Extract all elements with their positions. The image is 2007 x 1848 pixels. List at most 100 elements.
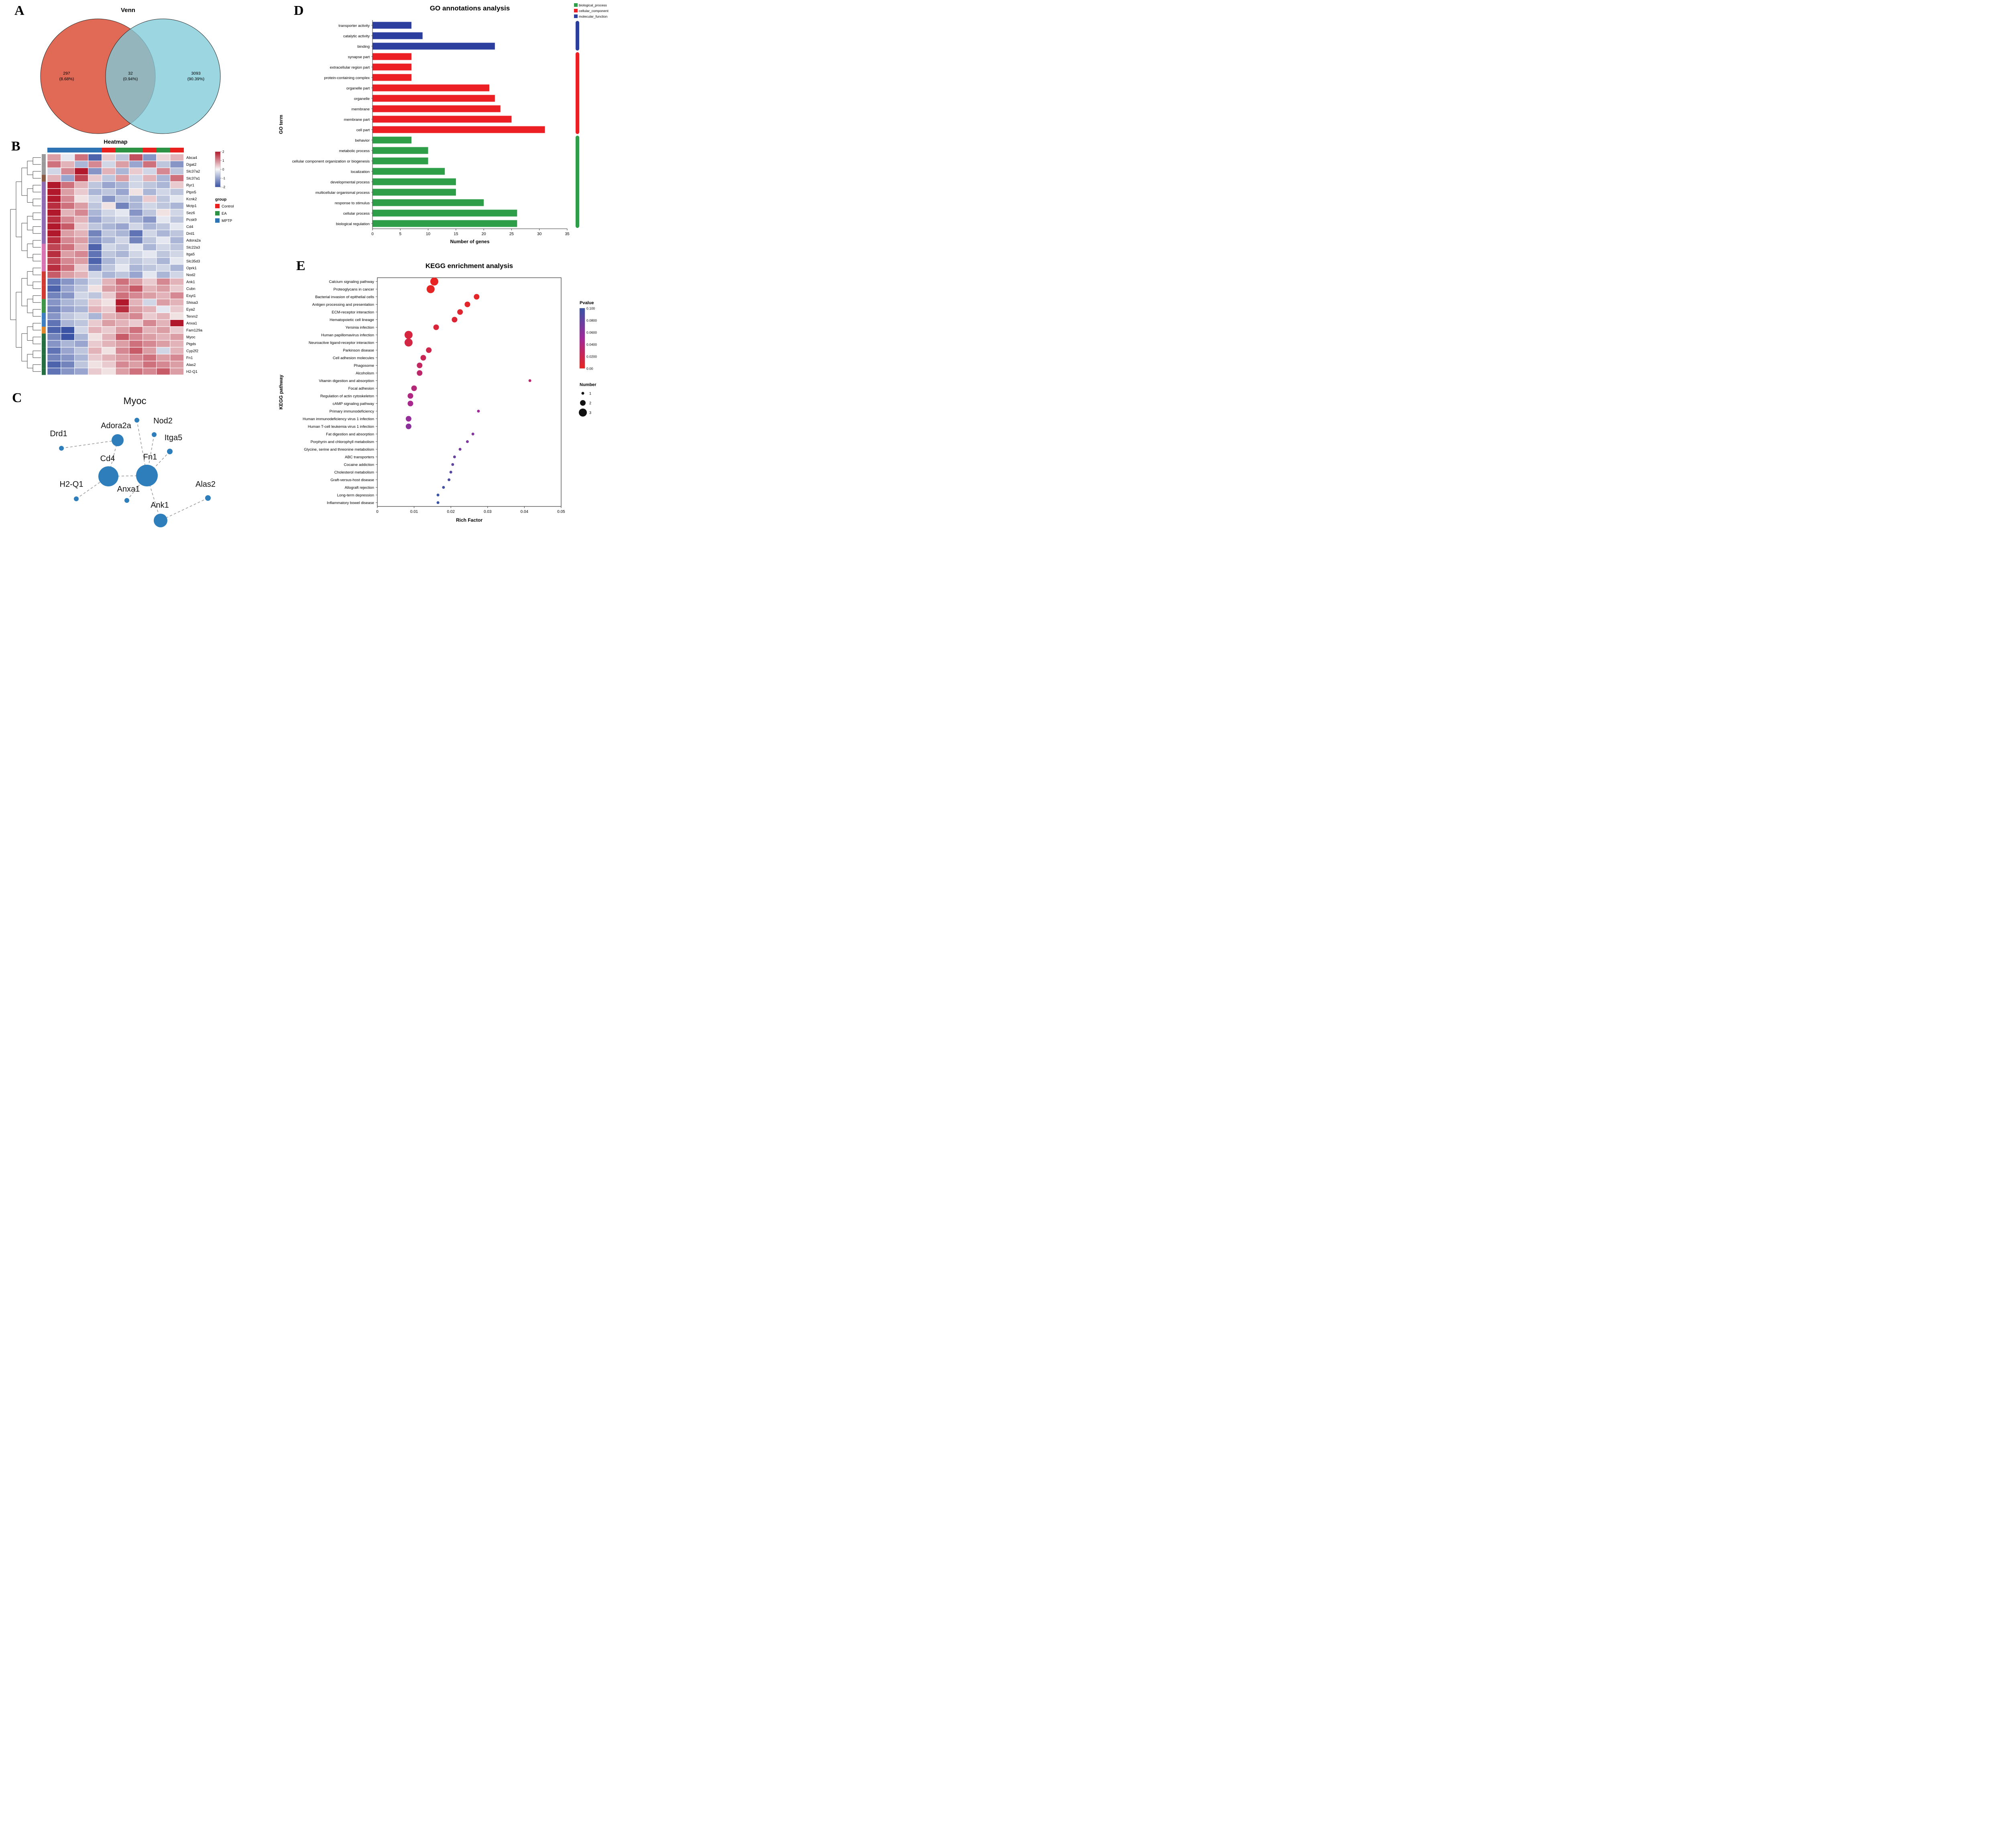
- kegg-x-tick: 0: [376, 510, 379, 514]
- gene-label: Sez6: [186, 211, 195, 215]
- kegg-pathway-label: Human T-cell leukemia virus 1 infection: [308, 425, 374, 429]
- go-bar: [372, 209, 517, 217]
- kegg-pathway-label: Fat digestion and absorption: [326, 432, 374, 437]
- kegg-point: [453, 455, 456, 458]
- kegg-x-tick: 0.02: [447, 510, 455, 514]
- go-bar: [372, 53, 411, 60]
- network-node-label: H2-Q1: [60, 480, 83, 489]
- kegg-point: [448, 478, 451, 481]
- kegg-number-legend: Number 1 2 3: [579, 382, 596, 417]
- go-bar: [372, 178, 456, 185]
- go-bar: [372, 22, 411, 29]
- group-legend-label: EA: [222, 211, 227, 216]
- kegg-point: [451, 463, 454, 466]
- go-x-label: Number of genes: [450, 239, 489, 244]
- kegg-pathway-label: Neuroactive ligand-receptor interaction: [309, 341, 374, 345]
- kegg-point: [471, 433, 474, 435]
- kegg-x-axis: 0 0.01 0.02 0.03 0.04 0.05: [376, 506, 565, 514]
- pvalue-tick-label: 0.0800: [586, 319, 597, 323]
- panel-c-network: C Myoc Nod2 Adora2a Drd1 Itga5 Cd4 Fn1 H2-Q1 Anx…: [2, 387, 235, 541]
- heatmap-gene-labels: Abca4 Dgat2 Slc37a2 Slc37a1 Ryr1 Ptpn5 Kcnk2 Mc…: [186, 156, 203, 374]
- gene-label: Alas2: [186, 363, 196, 367]
- kegg-point: [457, 309, 463, 315]
- network-node-label: Ank1: [151, 501, 169, 510]
- go-bar: [372, 95, 495, 102]
- kegg-point: [477, 410, 480, 413]
- go-x-tick: 15: [454, 232, 458, 236]
- gene-label: Ryr1: [186, 183, 194, 188]
- venn-circles: 297(8.68%) 32(0.94%) 3093(90.39%): [40, 18, 221, 134]
- number-legend-title: Number: [580, 382, 596, 387]
- network-node-label: Anxa1: [117, 485, 140, 494]
- kegg-x-tick: 0.05: [557, 510, 565, 514]
- group-legend-label: Control: [222, 204, 234, 209]
- network-node-cd4: [98, 466, 118, 486]
- go-bar: [372, 220, 517, 227]
- network-node-label: Cd4: [100, 454, 115, 463]
- gene-label: Fn1: [186, 356, 193, 360]
- kegg-pathway-label: Regulation of actin cytoskeleton: [320, 394, 374, 398]
- go-bar: [372, 74, 411, 81]
- gene-network-diagram: Myoc Nod2 Adora2a Drd1 Itga5 Cd4 Fn1 H2-Q1 Anxa1…: [50, 396, 216, 527]
- gene-label: Itga5: [186, 252, 195, 257]
- gene-label: Slc37a2: [186, 169, 200, 174]
- gene-label: Mctp1: [186, 204, 197, 208]
- go-legend-label: biological_process: [579, 3, 607, 7]
- go-bar: [372, 168, 445, 175]
- venn-count: 3093: [191, 71, 201, 76]
- number-legend-label: 3: [589, 411, 591, 415]
- kegg-plot-border: [377, 277, 562, 507]
- gene-label: Slc35d3: [186, 259, 200, 264]
- heatmap-column-group-bar: [47, 148, 184, 152]
- kegg-point: [404, 338, 413, 347]
- gene-label: Eya2: [186, 307, 195, 312]
- kegg-pathway-label: ABC transporters: [345, 455, 374, 459]
- go-x-tick: 0: [371, 232, 374, 236]
- kegg-y-label: KEGG pathway: [278, 374, 284, 409]
- kegg-point: [464, 301, 470, 307]
- kegg-pathway-label: Proteoglycans in cancer: [334, 287, 374, 292]
- gene-label: Cubn: [186, 287, 195, 291]
- panel-label-a: A: [14, 3, 24, 18]
- go-term-label: extracellular region part: [330, 65, 370, 70]
- go-legend: biological_process cellular_componentmole…: [574, 3, 609, 18]
- go-bar: [372, 147, 428, 154]
- network-nodes: Myoc Nod2 Adora2a Drd1 Itga5 Cd4 Fn1 H2-Q1 Anxa1…: [50, 396, 216, 527]
- scale-tick-label: 2: [222, 150, 224, 154]
- kegg-pathway-label: Calcium signaling pathway: [329, 280, 375, 284]
- kegg-point: [452, 317, 458, 323]
- go-term-label: cell part: [356, 128, 370, 132]
- gene-label: Adora2a: [186, 238, 201, 243]
- gene-label: Cd4: [186, 225, 193, 229]
- gene-label: Dgat2: [186, 163, 196, 167]
- go-x-tick: 5: [399, 232, 402, 236]
- go-bar: [372, 105, 501, 112]
- kegg-point: [474, 294, 480, 300]
- kegg-pathway-label: Porphyrin and chlorophyll metabolism: [311, 440, 374, 444]
- scale-tick-label: 1: [222, 159, 224, 163]
- kegg-point: [436, 501, 440, 504]
- go-bar: [372, 84, 489, 91]
- scale-tick-label: -1: [222, 177, 226, 180]
- gene-label: Fam129a: [186, 328, 203, 333]
- go-term-label: organelle: [354, 97, 370, 101]
- gene-label: Ptpn5: [186, 190, 196, 195]
- pvalue-tick-label: 0.0400: [586, 343, 597, 347]
- go-bar: [372, 43, 495, 50]
- go-axes: 0 5 10 15 20 25 30 35: [371, 20, 570, 236]
- kegg-pathway-label: Bacterial invasion of epithelial cells: [315, 295, 374, 299]
- gene-label: Drd1: [186, 232, 195, 236]
- kegg-pathway-label: Parkinson disease: [343, 348, 374, 353]
- network-node-label: Myoc: [123, 396, 146, 407]
- go-term-label: cellular process: [343, 211, 370, 216]
- network-node-drd1: [59, 446, 64, 451]
- pvalue-tick-label: 0.00: [586, 367, 593, 371]
- go-term-label: binding: [357, 45, 370, 49]
- network-node-label: Alas2: [195, 480, 216, 489]
- panel-d-go-bars: D GO annotations analysis transporter act…: [276, 1, 615, 252]
- network-node-label: Itga5: [165, 433, 182, 442]
- gene-label: Anxa1: [186, 321, 197, 326]
- go-title: GO annotations analysis: [430, 4, 510, 12]
- kegg-pathway-label: Focal adhesion: [348, 386, 374, 391]
- panel-label-e: E: [296, 258, 305, 273]
